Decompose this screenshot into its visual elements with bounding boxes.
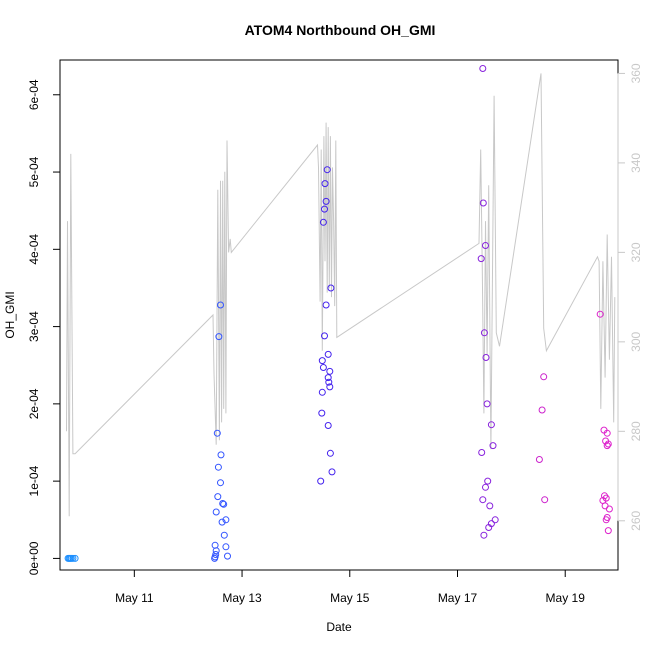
data-point <box>604 440 612 448</box>
data-point <box>328 468 336 476</box>
data-point <box>327 284 335 292</box>
data-point <box>479 496 487 504</box>
y2-tick-label: 300 <box>629 331 643 351</box>
data-point <box>483 400 491 408</box>
data-point <box>603 429 611 437</box>
data-point <box>217 301 224 309</box>
data-point <box>541 496 549 504</box>
data-point <box>322 301 330 309</box>
data-point <box>217 451 225 459</box>
data-point <box>69 554 77 562</box>
y-tick-label: 6e-04 <box>27 79 41 110</box>
chart-title: ATOM4 Northbound OH_GMI <box>245 22 436 38</box>
y2-axis: 260 280 300 320 340 360 <box>617 63 643 531</box>
data-point <box>324 374 332 382</box>
data-point <box>326 367 334 375</box>
y2-tick-label: 340 <box>629 153 643 173</box>
data-point <box>214 463 222 471</box>
y2-tick-label: 360 <box>629 63 643 83</box>
y-tick-label: 3e-04 <box>27 311 41 342</box>
data-point <box>538 406 546 414</box>
data-point <box>321 180 329 188</box>
data-point <box>596 310 604 318</box>
y-tick-label: 5e-04 <box>27 156 41 187</box>
data-point <box>491 516 499 524</box>
data-point <box>220 500 228 508</box>
data-point <box>222 516 230 524</box>
data-point <box>477 255 485 263</box>
x-axis: May 11 May 13 May 15 May 17 May 19 <box>115 569 586 605</box>
data-point <box>323 166 331 174</box>
y2-tick-label: 280 <box>629 421 643 441</box>
y-axis: 0e+00 1e-04 2e-04 3e-04 4e-04 5e-04 6e-04 <box>27 79 61 575</box>
data-point <box>318 388 326 396</box>
data-point <box>603 442 611 450</box>
secondary-series-line <box>66 73 616 517</box>
y2-tick-label: 260 <box>629 510 643 530</box>
secondary-line-layer <box>66 73 616 517</box>
data-point <box>326 449 334 457</box>
data-point <box>480 531 488 539</box>
y-tick-label: 1e-04 <box>27 465 41 496</box>
data-point <box>605 505 613 513</box>
data-point <box>219 500 227 507</box>
data-point <box>213 429 221 437</box>
data-point <box>211 541 219 549</box>
data-point <box>480 329 488 337</box>
data-point <box>317 477 325 485</box>
data-point <box>482 242 489 249</box>
data-point <box>601 502 609 510</box>
data-point <box>484 477 492 485</box>
data-point <box>222 543 230 551</box>
data-point <box>540 373 548 381</box>
data-point <box>218 518 226 526</box>
data-point <box>487 421 495 429</box>
x-tick-label: May 13 <box>222 591 262 605</box>
data-point <box>319 218 327 226</box>
points-layer <box>64 65 613 562</box>
data-point <box>214 493 222 501</box>
data-point <box>321 205 328 213</box>
data-point <box>217 479 224 487</box>
data-point <box>326 383 334 391</box>
data-point <box>478 449 486 456</box>
data-point <box>319 364 327 371</box>
x-tick-label: May 11 <box>115 591 154 605</box>
data-point <box>325 378 333 386</box>
data-point <box>324 350 332 358</box>
data-point <box>71 554 79 562</box>
data-point <box>321 332 328 340</box>
data-point <box>318 409 326 417</box>
data-point <box>479 65 487 72</box>
data-point <box>212 551 220 558</box>
data-point <box>479 199 487 207</box>
x-axis-label: Date <box>326 620 352 634</box>
y-tick-label: 2e-04 <box>27 388 41 419</box>
data-point <box>482 354 490 361</box>
x-tick-label: May 15 <box>330 591 370 605</box>
data-point <box>212 508 220 516</box>
y-tick-label: 0e+00 <box>27 541 41 575</box>
x-tick-label: May 19 <box>546 591 586 605</box>
data-point <box>535 456 543 463</box>
data-point <box>224 552 231 560</box>
data-point <box>486 502 494 510</box>
data-point <box>324 422 332 429</box>
data-point <box>604 527 612 535</box>
data-point <box>603 514 611 521</box>
data-point <box>489 442 497 450</box>
data-point <box>215 333 223 341</box>
y-tick-label: 4e-04 <box>27 234 41 265</box>
data-point <box>220 531 228 539</box>
data-point <box>602 494 610 502</box>
data-point <box>482 483 489 491</box>
y-axis-label: OH_GMI <box>3 291 17 338</box>
data-point <box>318 357 326 365</box>
data-point <box>487 520 495 528</box>
x-tick-label: May 17 <box>438 591 478 605</box>
y2-tick-label: 320 <box>629 242 643 262</box>
plot-frame <box>59 59 619 571</box>
data-point <box>322 197 330 205</box>
